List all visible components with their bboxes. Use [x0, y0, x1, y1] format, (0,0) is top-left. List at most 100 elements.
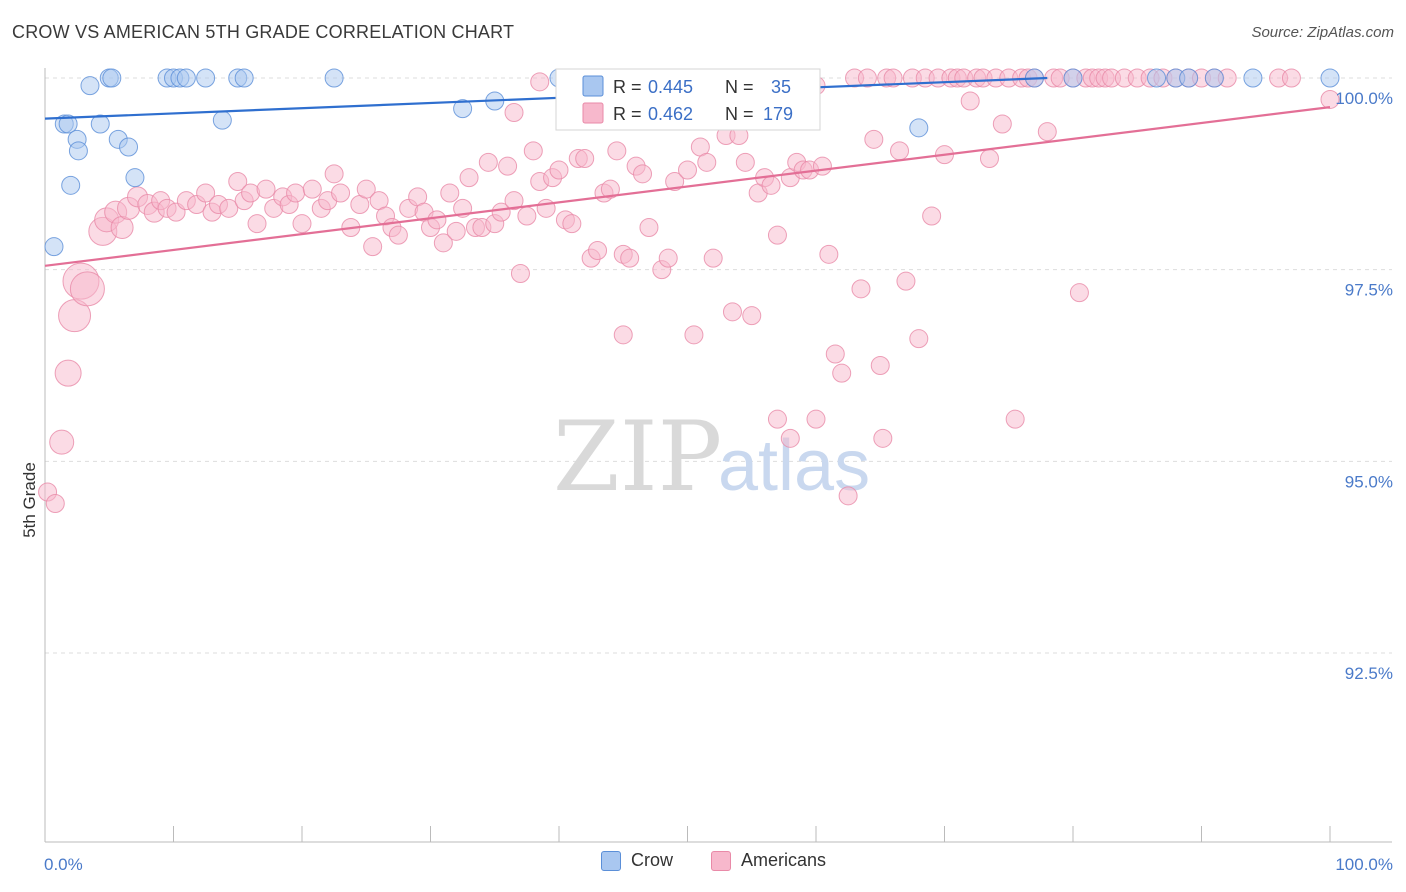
gridlines [45, 77, 1392, 654]
chart-title: CROW VS AMERICAN 5TH GRADE CORRELATION C… [12, 22, 515, 42]
legend-item-crow[interactable]: Crow [601, 850, 673, 871]
americans-point [440, 183, 460, 203]
americans-point [49, 429, 75, 455]
americans-point [873, 428, 893, 448]
americans-point [870, 356, 890, 375]
americans-point [832, 363, 852, 383]
americans-point [697, 152, 717, 172]
americans-point [896, 271, 916, 291]
crow-r-value: 0.445 [648, 77, 693, 97]
americans-point [960, 91, 980, 111]
crow-point [44, 237, 64, 257]
americans-point [838, 486, 858, 506]
americans-point [857, 68, 877, 88]
watermark-zip: ZIP [553, 401, 722, 513]
crow-point [68, 141, 88, 161]
americans-point [324, 164, 344, 184]
americans-point [549, 160, 569, 180]
americans-point [1320, 89, 1340, 109]
crow-point [234, 68, 254, 88]
americans-point [633, 164, 653, 184]
americans-trend-line [44, 106, 1331, 267]
americans-point [286, 183, 306, 203]
legend-swatch-americans [711, 850, 731, 871]
source-label: Source: ZipAtlas.com [1251, 24, 1394, 41]
americans-point [806, 409, 826, 429]
americans-point [388, 225, 408, 245]
americans-point [767, 409, 787, 429]
crow-point [1243, 68, 1263, 88]
crow-point [61, 175, 81, 195]
americans-point [510, 264, 530, 283]
americans-n-value: 179 [763, 104, 793, 124]
y-tick-label: 95.0% [1345, 472, 1393, 491]
y-tick-labels: 92.5% 95.0% 97.5% 100.0% [1335, 89, 1393, 683]
americans-point [256, 179, 276, 199]
americans-point [292, 214, 312, 234]
series-legend: Crow Americans [0, 850, 1406, 880]
americans-point [883, 68, 903, 88]
americans-point [639, 218, 659, 237]
legend-label-americans: Americans [741, 850, 827, 870]
americans-point [45, 494, 65, 513]
americans-point [504, 191, 524, 211]
americans-point [562, 214, 582, 234]
crow-point [453, 99, 473, 119]
americans-point [247, 214, 267, 234]
americans-point [331, 183, 351, 203]
x-tick-labels: 0.0% 100.0% [44, 855, 1393, 874]
americans-point [588, 241, 608, 260]
americans-point [1069, 283, 1089, 303]
americans-point [825, 344, 845, 364]
americans-point [761, 175, 781, 195]
americans-point [678, 160, 697, 180]
crow-point [119, 137, 139, 157]
americans-point [196, 183, 216, 203]
crow-point [1147, 68, 1167, 88]
americans-point [69, 271, 105, 307]
americans-point [575, 149, 595, 168]
americans-point [478, 152, 498, 172]
americans-point [363, 237, 383, 257]
americans-point [1005, 409, 1025, 429]
americans-point [665, 172, 685, 191]
americans-point [684, 325, 704, 345]
crow-trend-line [44, 76, 1048, 120]
americans-point [433, 233, 453, 253]
crow-swatch [582, 75, 604, 97]
legend-item-americans[interactable]: Americans [711, 850, 826, 871]
crow-point [90, 114, 110, 134]
crow-point [1179, 68, 1199, 88]
americans-point [735, 152, 755, 172]
crow-n-value: 35 [771, 77, 791, 97]
americans-point [1281, 68, 1301, 88]
americans-point [459, 168, 479, 188]
americans-point [219, 198, 239, 218]
crow-r-label: R = [613, 77, 642, 97]
americans-point [703, 248, 723, 268]
americans-swatch [582, 102, 604, 124]
crow-point [212, 110, 232, 130]
americans-point [491, 202, 511, 222]
crow-point [1063, 68, 1083, 88]
americans-point [742, 306, 762, 326]
americans-point [54, 359, 82, 387]
americans-point [767, 225, 787, 245]
americans-point [658, 248, 678, 268]
americans-point [819, 244, 839, 264]
americans-n-label: N = [725, 104, 754, 124]
americans-point [498, 156, 518, 176]
americans-point [812, 156, 832, 176]
americans-point [613, 325, 633, 345]
stats-legend: R = 0.445 N = 35 R = 0.462 N = 179 [555, 68, 821, 131]
americans-point [523, 141, 543, 161]
americans-point [228, 172, 248, 191]
americans-point [851, 279, 871, 299]
americans-point [110, 216, 134, 239]
americans-point [864, 129, 884, 149]
americans-point [530, 72, 550, 92]
crow-point [102, 68, 122, 88]
y-tick-label: 100.0% [1335, 89, 1393, 108]
crow-point [58, 114, 78, 134]
